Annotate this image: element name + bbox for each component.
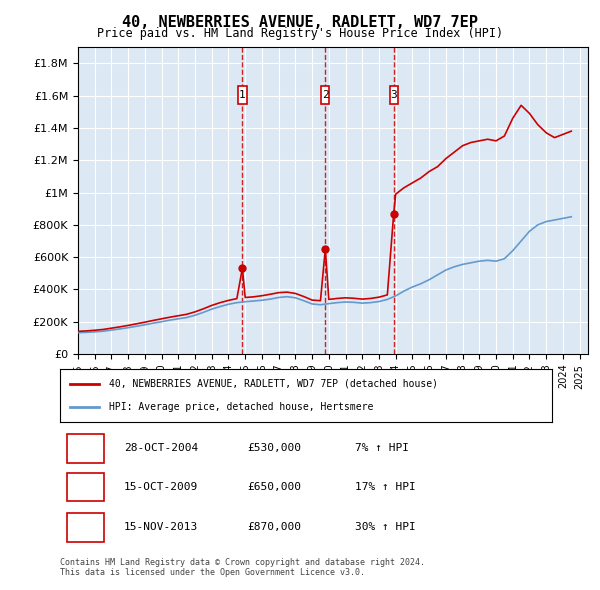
FancyBboxPatch shape <box>67 513 104 542</box>
FancyBboxPatch shape <box>321 86 329 104</box>
Text: 28-OCT-2004: 28-OCT-2004 <box>124 444 198 453</box>
Text: £870,000: £870,000 <box>247 523 301 532</box>
Text: 17% ↑ HPI: 17% ↑ HPI <box>355 483 416 492</box>
FancyBboxPatch shape <box>67 434 104 463</box>
Text: £650,000: £650,000 <box>247 483 301 492</box>
Text: 1: 1 <box>83 444 89 453</box>
Text: 3: 3 <box>83 523 89 532</box>
Text: 2: 2 <box>83 483 89 492</box>
Text: 30% ↑ HPI: 30% ↑ HPI <box>355 523 416 532</box>
Point <box>320 244 330 254</box>
FancyBboxPatch shape <box>67 473 104 501</box>
Text: 40, NEWBERRIES AVENUE, RADLETT, WD7 7EP: 40, NEWBERRIES AVENUE, RADLETT, WD7 7EP <box>122 15 478 30</box>
Text: 7% ↑ HPI: 7% ↑ HPI <box>355 444 409 453</box>
Point <box>238 264 247 273</box>
FancyBboxPatch shape <box>238 86 247 104</box>
Text: 40, NEWBERRIES AVENUE, RADLETT, WD7 7EP (detached house): 40, NEWBERRIES AVENUE, RADLETT, WD7 7EP … <box>109 379 438 389</box>
Text: 15-NOV-2013: 15-NOV-2013 <box>124 523 198 532</box>
Text: 15-OCT-2009: 15-OCT-2009 <box>124 483 198 492</box>
Text: Contains HM Land Registry data © Crown copyright and database right 2024.
This d: Contains HM Land Registry data © Crown c… <box>60 558 425 577</box>
FancyBboxPatch shape <box>389 86 398 104</box>
Text: Price paid vs. HM Land Registry's House Price Index (HPI): Price paid vs. HM Land Registry's House … <box>97 27 503 40</box>
Text: £530,000: £530,000 <box>247 444 301 453</box>
Text: 1: 1 <box>239 90 246 100</box>
Text: 3: 3 <box>391 90 397 100</box>
Point <box>389 209 398 218</box>
Text: 2: 2 <box>322 90 329 100</box>
Text: HPI: Average price, detached house, Hertsmere: HPI: Average price, detached house, Hert… <box>109 402 374 412</box>
